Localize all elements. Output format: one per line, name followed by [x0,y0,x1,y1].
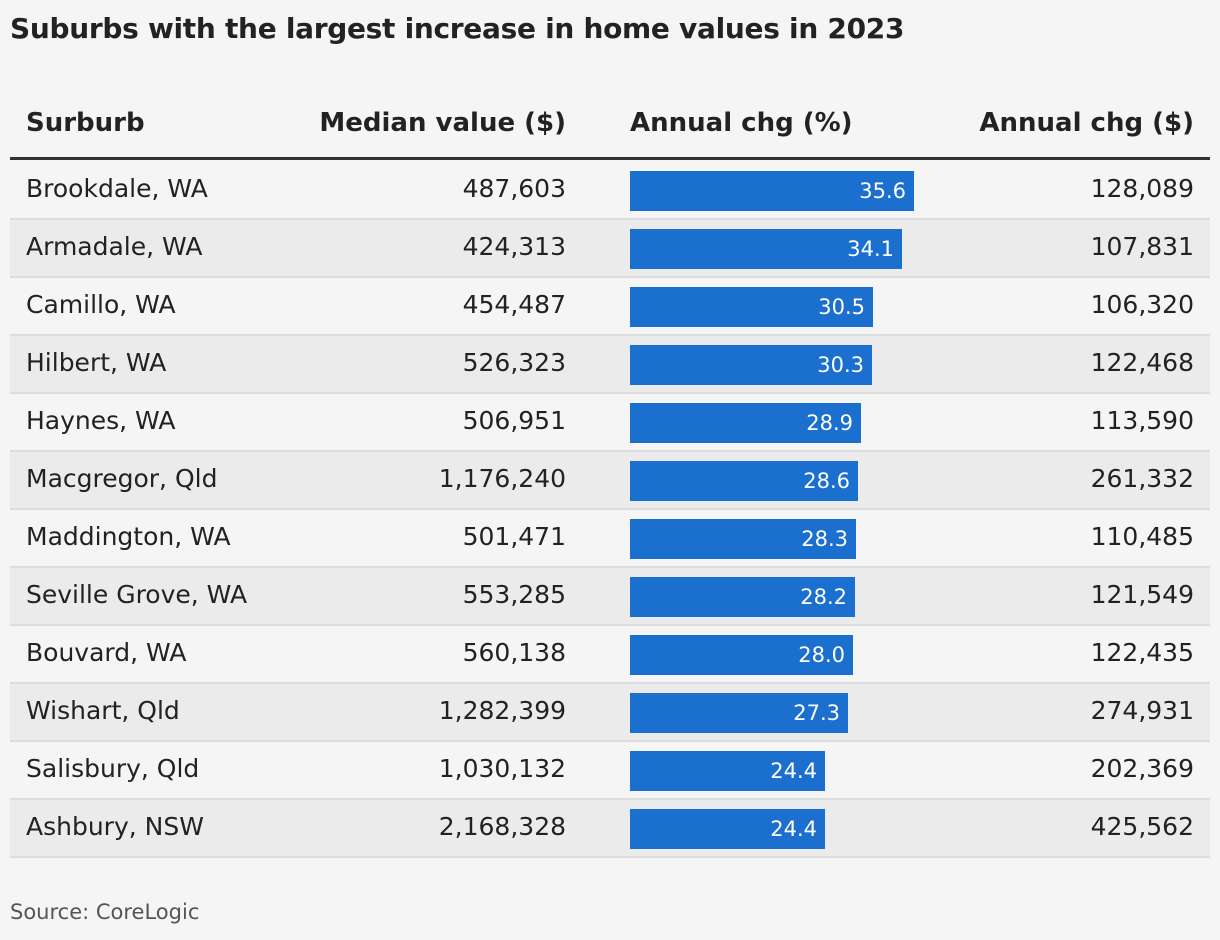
chart-title: Suburbs with the largest increase in hom… [10,12,905,45]
annual-change-dollars-cell: 121,549 [1090,580,1194,609]
median-value-cell: 506,951 [462,406,566,435]
annual-change-bar: 30.5 [630,287,873,327]
suburb-cell: Maddington, WA [26,522,231,551]
annual-change-dollars-cell: 122,468 [1090,348,1194,377]
median-value-cell: 501,471 [462,522,566,551]
annual-change-bar: 28.6 [630,461,858,501]
bar-value-label: 30.3 [817,353,864,377]
suburb-cell: Bouvard, WA [26,638,187,667]
suburb-cell: Armadale, WA [26,232,203,261]
median-value-cell: 526,323 [462,348,566,377]
suburb-cell: Macgregor, Qld [26,464,218,493]
suburb-cell: Wishart, Qld [26,696,180,725]
annual-change-dollars-cell: 202,369 [1090,754,1194,783]
annual-change-bar: 24.4 [630,809,825,849]
median-value-cell: 2,168,328 [438,812,566,841]
table-row: Wishart, Qld 1,282,399 27.3 274,931 [10,684,1210,742]
table-row: Maddington, WA 501,471 28.3 110,485 [10,510,1210,568]
annual-change-dollars-cell: 113,590 [1090,406,1194,435]
annual-change-dollars-cell: 107,831 [1090,232,1194,261]
annual-change-dollars-cell: 425,562 [1090,812,1194,841]
median-value-cell: 553,285 [462,580,566,609]
annual-change-dollars-cell: 106,320 [1090,290,1194,319]
table-row: Brookdale, WA 487,603 35.6 128,089 [10,162,1210,220]
median-value-cell: 424,313 [462,232,566,261]
bar-value-label: 28.6 [803,469,850,493]
column-header-suburb: Surburb [26,108,145,138]
annual-change-bar: 24.4 [630,751,825,791]
table-row: Salisbury, Qld 1,030,132 24.4 202,369 [10,742,1210,800]
suburb-cell: Seville Grove, WA [26,580,248,609]
table-body: Brookdale, WA 487,603 35.6 128,089 Armadale,… [10,162,1210,858]
column-header-median-value: Median value ($) [319,108,566,138]
median-value-cell: 487,603 [462,174,566,203]
suburb-cell: Ashbury, NSW [26,812,204,841]
suburb-cell: Salisbury, Qld [26,754,200,783]
bar-value-label: 28.2 [800,585,847,609]
annual-change-bar: 27.3 [630,693,848,733]
annual-change-dollars-cell: 274,931 [1090,696,1194,725]
bar-value-label: 30.5 [818,295,865,319]
annual-change-bar: 35.6 [630,171,914,211]
table-row: Macgregor, Qld 1,176,240 28.6 261,332 [10,452,1210,510]
annual-change-dollars-cell: 122,435 [1090,638,1194,667]
bar-value-label: 28.0 [798,643,845,667]
suburb-cell: Haynes, WA [26,406,176,435]
bar-value-label: 24.4 [770,817,817,841]
median-value-cell: 454,487 [462,290,566,319]
median-value-cell: 1,282,399 [438,696,566,725]
annual-change-dollars-cell: 110,485 [1090,522,1194,551]
table-row: Seville Grove, WA 553,285 28.2 121,549 [10,568,1210,626]
bar-value-label: 35.6 [859,179,906,203]
column-header-annual-change-dollars: Annual chg ($) [979,108,1194,138]
bar-value-label: 27.3 [793,701,840,725]
annual-change-dollars-cell: 128,089 [1090,174,1194,203]
source-note: Source: CoreLogic [10,900,200,924]
suburb-cell: Camillo, WA [26,290,176,319]
annual-change-bar: 28.0 [630,635,853,675]
bar-value-label: 24.4 [770,759,817,783]
bar-value-label: 28.9 [806,411,853,435]
table-row: Bouvard, WA 560,138 28.0 122,435 [10,626,1210,684]
annual-change-bar: 30.3 [630,345,872,385]
table-row: Haynes, WA 506,951 28.9 113,590 [10,394,1210,452]
annual-change-bar: 28.3 [630,519,856,559]
bar-value-label: 34.1 [847,237,894,261]
table-row: Camillo, WA 454,487 30.5 106,320 [10,278,1210,336]
table-header: Surburb Median value ($) Annual chg (%) … [10,96,1210,160]
suburb-cell: Brookdale, WA [26,174,208,203]
table-row: Ashbury, NSW 2,168,328 24.4 425,562 [10,800,1210,858]
annual-change-bar: 34.1 [630,229,902,269]
column-header-annual-change-percent: Annual chg (%) [630,108,853,138]
annual-change-dollars-cell: 261,332 [1090,464,1194,493]
table-row: Hilbert, WA 526,323 30.3 122,468 [10,336,1210,394]
annual-change-bar: 28.2 [630,577,855,617]
median-value-cell: 1,030,132 [438,754,566,783]
median-value-cell: 560,138 [462,638,566,667]
bar-value-label: 28.3 [801,527,848,551]
median-value-cell: 1,176,240 [438,464,566,493]
annual-change-bar: 28.9 [630,403,861,443]
table-row: Armadale, WA 424,313 34.1 107,831 [10,220,1210,278]
suburb-cell: Hilbert, WA [26,348,167,377]
